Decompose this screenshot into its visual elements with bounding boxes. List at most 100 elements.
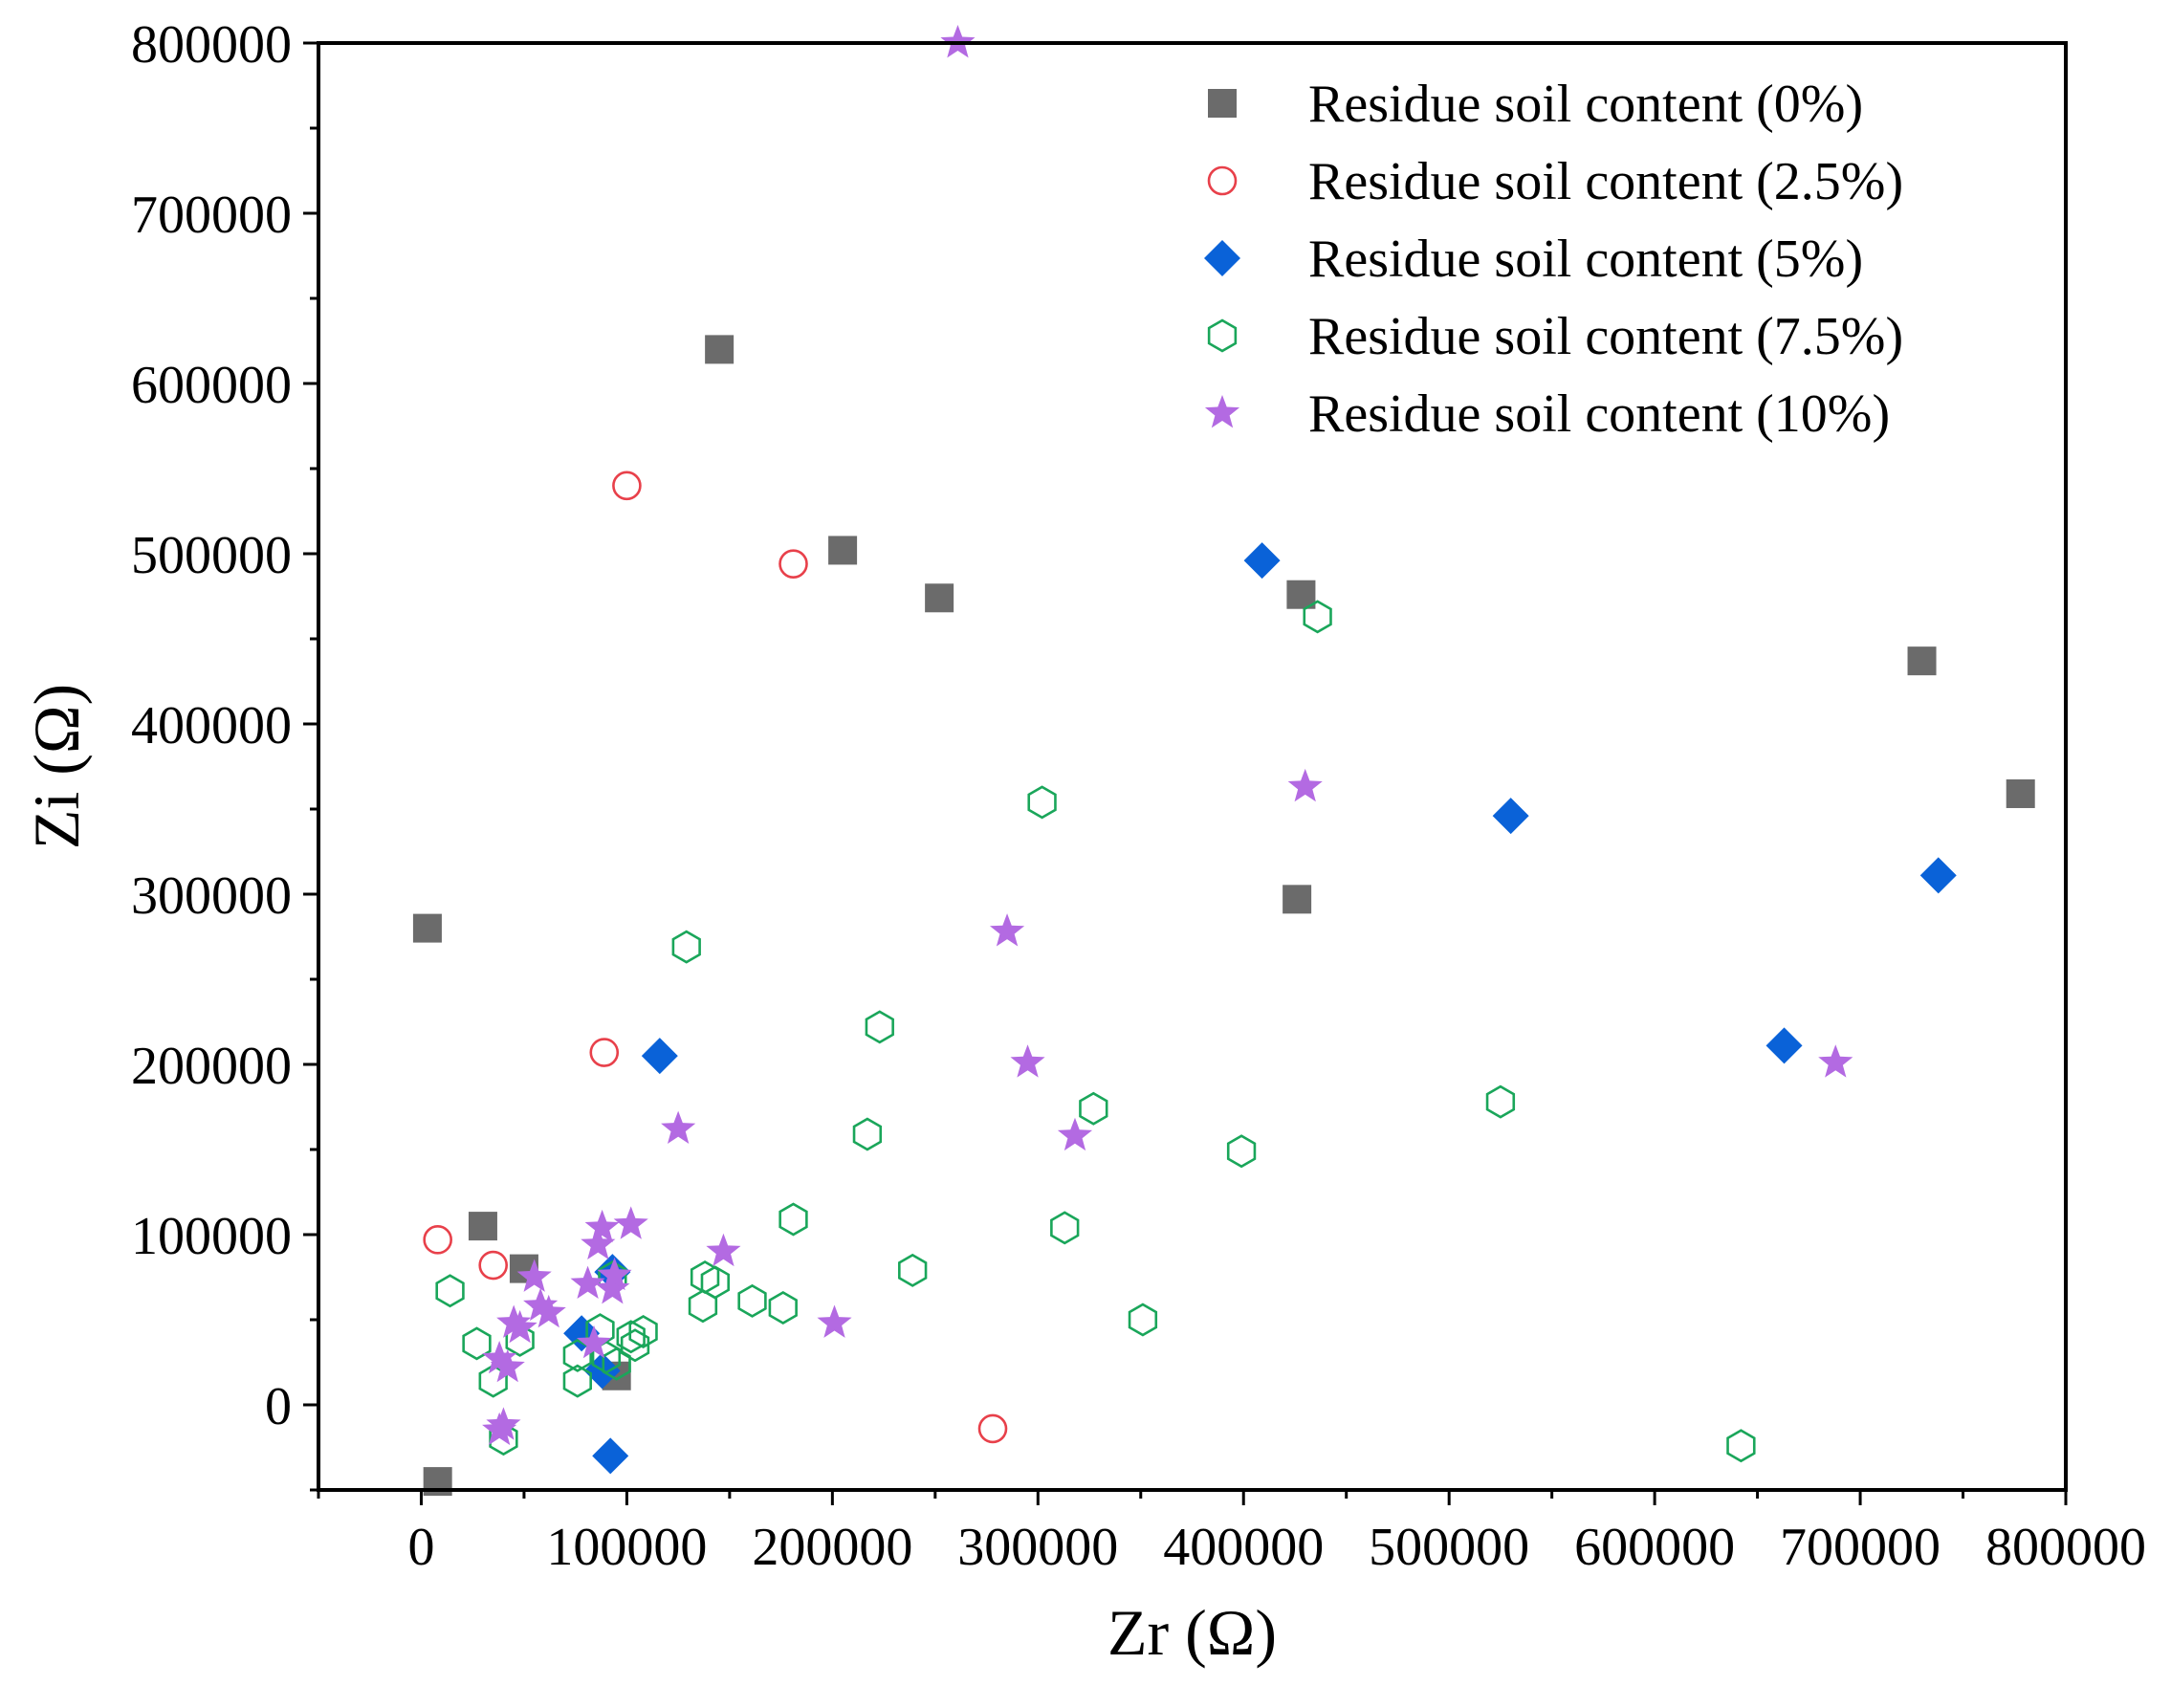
data-point [1818, 1044, 1853, 1078]
data-point [496, 1304, 532, 1338]
x-tick-label: 100000 [546, 1518, 707, 1577]
data-point [1919, 857, 1957, 894]
data-point [612, 471, 642, 501]
series-0 [412, 335, 2035, 1497]
legend-item: Residue soil content (5%) [1204, 230, 1863, 289]
data-point [412, 913, 442, 943]
data-point [641, 1038, 678, 1075]
data-point [435, 1274, 465, 1308]
data-point [531, 1294, 566, 1328]
legend-label: Residue soil content (7.5%) [1308, 307, 1903, 366]
data-point [468, 1212, 497, 1241]
series-1 [423, 471, 1008, 1444]
data-point [595, 1270, 630, 1304]
legend-item: Residue soil content (2.5%) [1207, 152, 1903, 211]
y-axis-title: Zi (Ω) [20, 684, 93, 849]
x-tick-label: 800000 [1985, 1518, 2146, 1577]
legend-item: Residue soil content (7.5%) [1207, 307, 1903, 366]
data-point [817, 1304, 852, 1338]
data-point [925, 583, 954, 613]
data-point [581, 1226, 616, 1260]
x-tick-label: 400000 [1163, 1518, 1324, 1577]
data-point [1057, 1117, 1093, 1151]
data-point [688, 1289, 718, 1324]
series-2 [563, 542, 1957, 1475]
data-point [482, 1340, 517, 1374]
legend-marker [1208, 89, 1237, 118]
data-point [462, 1326, 492, 1361]
data-point [989, 913, 1025, 947]
data-point [502, 1309, 537, 1344]
y-tick-label: 0 [265, 1377, 292, 1436]
data-point [516, 1259, 552, 1292]
data-point [778, 549, 808, 579]
data-point [616, 1320, 646, 1354]
data-point [1079, 1091, 1108, 1126]
series-4 [482, 25, 1853, 1446]
data-point [620, 1328, 650, 1363]
x-axis-title: Zr (Ω) [1107, 1596, 1277, 1669]
data-point [898, 1253, 928, 1287]
data-point [706, 1233, 741, 1267]
y-tick-label: 300000 [131, 866, 292, 926]
legend-marker [1207, 318, 1238, 353]
data-point [628, 1314, 658, 1348]
x-tick-label: 0 [407, 1518, 434, 1577]
data-point [1128, 1303, 1158, 1337]
data-point [589, 1038, 620, 1067]
data-point [2006, 778, 2035, 808]
data-point [977, 1413, 1008, 1444]
legend-marker [1204, 240, 1240, 276]
data-point [490, 1348, 525, 1383]
data-point [523, 1287, 559, 1322]
data-point [478, 1250, 509, 1281]
legend-item: Residue soil content (0%) [1208, 75, 1863, 134]
y-tick-label: 600000 [131, 356, 292, 415]
data-point [1303, 600, 1332, 634]
data-point [705, 335, 735, 364]
data-point [1027, 785, 1057, 820]
y-tick-label: 200000 [131, 1037, 292, 1096]
y-tick-label: 500000 [131, 526, 292, 585]
x-tick-label: 600000 [1574, 1518, 1735, 1577]
data-point [1283, 885, 1312, 914]
data-point [1243, 542, 1281, 580]
data-point [865, 1010, 894, 1044]
x-tick-label: 500000 [1369, 1518, 1529, 1577]
data-point [1226, 1134, 1257, 1169]
y-tick-label: 100000 [131, 1207, 292, 1266]
data-point [1492, 798, 1529, 835]
data-point [570, 1265, 605, 1299]
x-tick-label: 300000 [957, 1518, 1118, 1577]
data-point [597, 1257, 632, 1291]
data-point [768, 1291, 798, 1325]
data-point [661, 1110, 696, 1145]
data-point [1050, 1211, 1080, 1245]
data-point [1907, 646, 1937, 676]
x-tick-label: 700000 [1780, 1518, 1941, 1577]
legend-label: Residue soil content (2.5%) [1308, 152, 1903, 211]
data-point [1485, 1084, 1516, 1119]
data-point [671, 930, 701, 964]
data-point [1287, 768, 1323, 802]
data-point [1765, 1027, 1803, 1064]
x-tick-label: 200000 [752, 1518, 912, 1577]
data-point [592, 1437, 629, 1475]
legend-label: Residue soil content (10%) [1308, 384, 1890, 444]
data-point [486, 1407, 521, 1440]
legend-marker [1204, 395, 1240, 428]
data-point [613, 1206, 648, 1239]
data-point [562, 1364, 592, 1398]
series-3 [435, 600, 1756, 1463]
data-point [1010, 1044, 1045, 1078]
data-point [576, 1325, 612, 1359]
legend-item: Residue soil content (10%) [1204, 384, 1890, 444]
y-tick-label: 400000 [131, 696, 292, 755]
legend-marker [1207, 165, 1238, 196]
legend-label: Residue soil content (0%) [1308, 75, 1863, 134]
data-point [852, 1117, 883, 1151]
data-point [423, 1225, 452, 1255]
data-point [778, 1202, 808, 1237]
data-point [1726, 1429, 1756, 1463]
